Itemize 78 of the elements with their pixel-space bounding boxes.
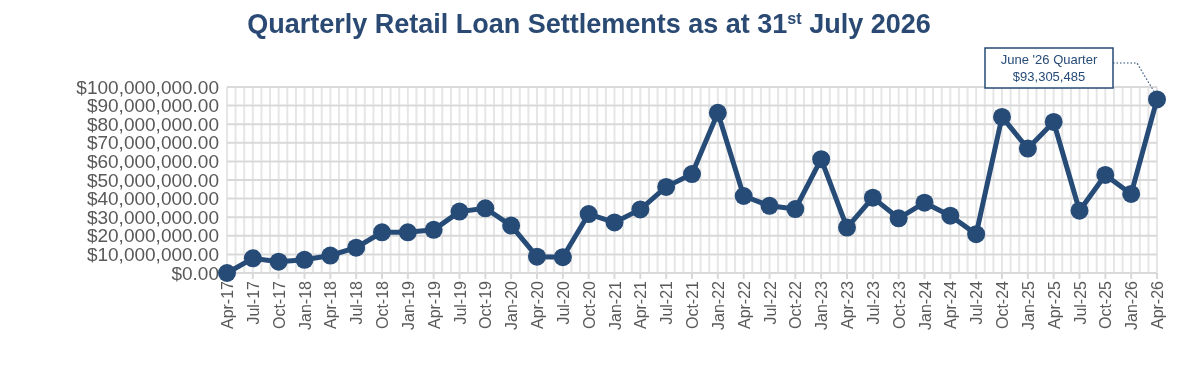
x-tick-label: Jan-18: [296, 280, 314, 330]
x-tick-label: Jul-18: [348, 280, 366, 325]
point: [786, 200, 805, 219]
point: [993, 107, 1011, 126]
point: [269, 252, 288, 271]
point: [734, 187, 753, 205]
x-tick-label: Apr-21: [632, 280, 650, 330]
point: [1096, 165, 1115, 184]
x-tick-label: Apr-19: [425, 280, 443, 330]
x-tick-label: Apr-24: [942, 280, 960, 330]
x-tick-label: Apr-20: [529, 280, 546, 330]
point: [683, 165, 701, 184]
x-tick-label: Apr-22: [735, 280, 753, 330]
point: [967, 225, 986, 244]
x-tick-label: Jul-20: [554, 280, 572, 325]
point: [1018, 139, 1037, 158]
point: [1044, 112, 1063, 131]
point: [476, 199, 495, 218]
x-tick-label: Jul-23: [864, 280, 882, 325]
point: [528, 247, 546, 266]
point: [1122, 184, 1141, 203]
x-tick-label: Jan-23: [813, 280, 831, 330]
x-tick-label: Oct-25: [1097, 280, 1115, 330]
x-tick-label: Jan-25: [1019, 280, 1037, 330]
point: [863, 188, 882, 207]
x-tick-label: Jan-20: [503, 280, 521, 330]
x-tick-label: Jul-25: [1071, 280, 1089, 325]
point: [321, 246, 340, 265]
x-tick-label: Jan-19: [399, 280, 417, 330]
x-tick-label: Oct-17: [270, 280, 288, 330]
point: [347, 238, 366, 257]
x-tick-label: Apr-26: [1149, 280, 1166, 330]
x-tick-label: Oct-20: [580, 280, 598, 330]
point: [838, 218, 856, 237]
x-tick-label: Jul-19: [451, 280, 469, 325]
x-tick-label: Oct-22: [787, 280, 805, 330]
x-tick-label: Jul-22: [761, 280, 779, 325]
point: [450, 202, 469, 221]
x-tick-label: Jan-24: [916, 280, 934, 330]
point: [915, 193, 934, 212]
x-tick-label: Oct-18: [374, 280, 391, 330]
annotation: June '26 Quarter $93,305,485: [1000, 52, 1098, 84]
point: [708, 103, 727, 122]
point: [579, 205, 598, 224]
x-tick-label: Oct-23: [890, 280, 908, 330]
point: [657, 177, 676, 196]
x-tick-label: Oct-19: [477, 280, 495, 330]
point: [502, 216, 521, 235]
x-tick-label: Jan-26: [1123, 280, 1141, 330]
x-tick-label: Jan-22: [709, 280, 727, 330]
x-tick-label: Jul-24: [968, 280, 986, 325]
point: [1070, 201, 1089, 220]
chart-title: Quarterly Retail Loan Settlements as at 31$^{st}$ July 2026: [247, 9, 931, 39]
point: [243, 249, 262, 268]
x-tick-label: Oct-24: [994, 280, 1011, 330]
point: [553, 248, 572, 267]
point: [631, 200, 650, 219]
x-tick-label: Apr-25: [1045, 280, 1063, 330]
y-tick-label: $60,000,000.00: [86, 151, 219, 173]
x-tick-label: Apr-18: [322, 280, 340, 330]
x-tick-label: Apr-17: [219, 280, 236, 330]
y-tick-label: $100,000,000.00: [76, 76, 219, 98]
x-tick-label: Jul-21: [658, 280, 676, 325]
point: [424, 220, 443, 239]
x-tick-label: Jul-17: [244, 280, 262, 325]
point: [941, 206, 960, 225]
point: [760, 196, 779, 215]
point: [398, 223, 417, 242]
x-tick-label: Apr-23: [839, 280, 856, 330]
point: [373, 223, 391, 242]
point: [218, 264, 236, 282]
x-tick-label: Oct-21: [684, 280, 701, 330]
x-tick-label: Jan-21: [606, 280, 624, 330]
point: [295, 250, 314, 269]
point: [812, 150, 831, 169]
point: [889, 209, 908, 228]
point: [605, 213, 624, 232]
point: [1148, 90, 1166, 109]
